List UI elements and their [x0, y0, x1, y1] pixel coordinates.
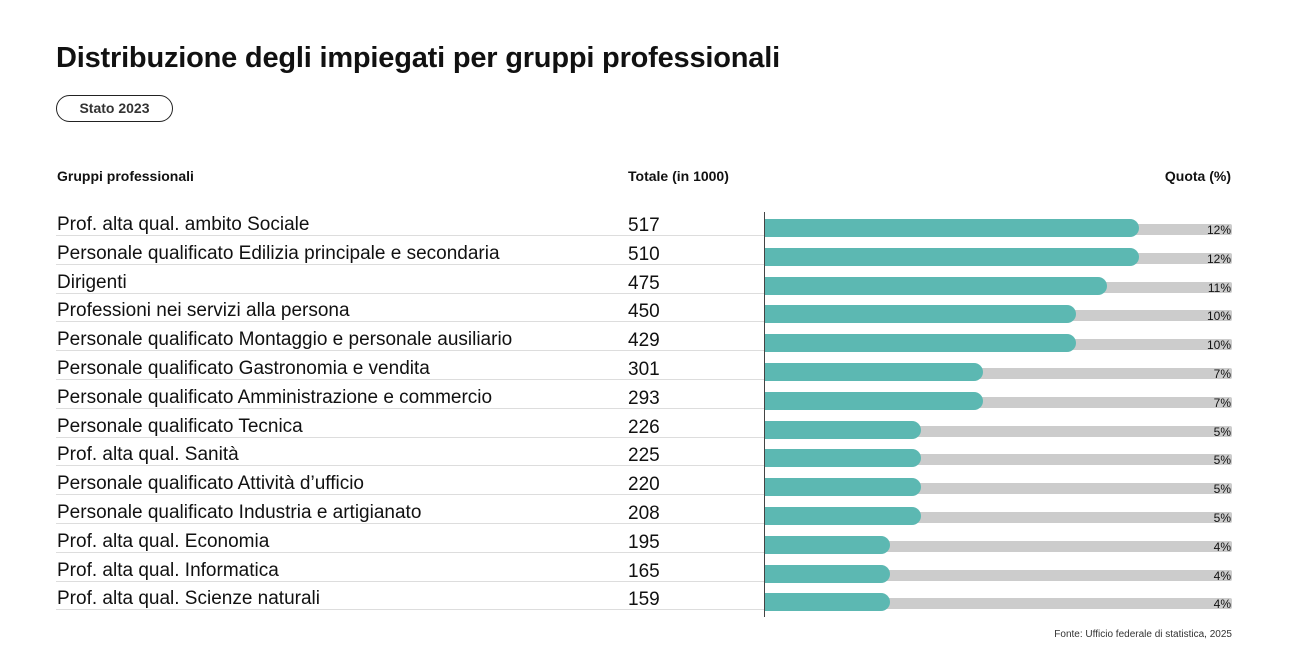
row-divider	[56, 523, 765, 524]
row-divider	[56, 436, 765, 438]
share-bar	[765, 449, 921, 468]
share-label: 12%	[1206, 251, 1231, 266]
total-value: 208	[628, 503, 660, 524]
share-bar	[765, 247, 1139, 266]
share-bar	[765, 507, 921, 525]
share-bar	[765, 334, 1076, 353]
share-label: 10%	[1206, 338, 1231, 353]
total-value: 226	[628, 416, 660, 438]
share-bar	[765, 420, 921, 439]
share-label: 4%	[1213, 568, 1231, 583]
total-value: 165	[628, 560, 660, 582]
share-label: 5%	[1213, 424, 1231, 439]
row-divider	[56, 465, 765, 467]
share-label: 12%	[1206, 223, 1231, 237]
column-header-total: Totale (in 1000)	[628, 168, 729, 184]
row-divider	[56, 407, 765, 409]
category-label: Prof. alta qual. ambito Sociale	[57, 214, 310, 235]
category-label: Prof. alta qual. Scienze naturali	[57, 588, 320, 610]
column-header-share: Quota (%)	[1164, 168, 1231, 184]
share-bar	[765, 593, 890, 612]
category-label: Prof. alta qual. Economia	[57, 530, 270, 552]
year-badge: Stato 2023	[56, 95, 173, 122]
category-label: Prof. alta qual. Informatica	[57, 559, 279, 581]
category-label: Personale qualificato Tecnica	[57, 415, 303, 437]
row-divider	[56, 609, 765, 611]
row-divider	[56, 551, 765, 553]
bar-track	[765, 512, 1232, 523]
total-value: 195	[628, 531, 660, 553]
total-value: 159	[628, 589, 660, 611]
share-label: 4%	[1213, 539, 1231, 554]
bar-track	[765, 396, 1232, 408]
row-divider	[56, 580, 765, 582]
category-label: Personale qualificato Industria e artigi…	[57, 502, 422, 523]
category-label: Prof. alta qual. Sanità	[57, 444, 239, 466]
row-divider	[56, 263, 765, 265]
row-divider	[56, 379, 765, 380]
column-header-group: Gruppi professionali	[57, 168, 194, 184]
bar-track	[765, 483, 1232, 495]
category-label: Personale qualificato Edilizia principal…	[57, 242, 500, 264]
category-label: Personale qualificato Amministrazione e …	[57, 386, 493, 408]
chart-title: Distribuzione degli impiegati per gruppi…	[56, 42, 780, 74]
total-value: 510	[628, 243, 660, 265]
bar-track	[765, 540, 1232, 552]
bar-track	[765, 425, 1232, 437]
row-divider	[56, 494, 765, 496]
share-label: 10%	[1206, 309, 1231, 324]
share-bar	[765, 564, 890, 583]
bar-axis-line	[764, 212, 765, 617]
total-value: 301	[628, 359, 660, 380]
total-value: 293	[628, 387, 660, 409]
bar-track	[765, 454, 1232, 466]
share-bar	[765, 276, 1107, 295]
row-divider	[56, 292, 765, 294]
share-bar	[765, 535, 890, 554]
source-note: Fonte: Ufficio federale di statistica, 2…	[1054, 629, 1232, 640]
share-label: 7%	[1213, 395, 1231, 410]
category-label: Personale qualificato Gastronomia e vend…	[57, 358, 430, 379]
total-value: 475	[628, 272, 660, 294]
category-label: Personale qualificato Montaggio e person…	[57, 329, 513, 351]
total-value: 517	[628, 215, 660, 236]
category-label: Dirigenti	[57, 271, 127, 293]
bar-track	[765, 368, 1232, 379]
share-bar	[765, 478, 921, 497]
share-label: 11%	[1207, 280, 1231, 295]
share-bar	[765, 391, 983, 410]
share-label: 5%	[1213, 511, 1231, 525]
share-label: 5%	[1213, 453, 1231, 468]
total-value: 450	[628, 301, 660, 323]
total-value: 220	[628, 474, 660, 496]
share-bar	[765, 363, 983, 381]
row-divider	[56, 350, 765, 352]
total-value: 225	[628, 445, 660, 467]
share-bar	[765, 305, 1076, 324]
category-label: Professioni nei servizi alla persona	[57, 300, 350, 322]
category-label: Personale qualificato Attività d’ufficio	[57, 473, 364, 495]
total-value: 429	[628, 330, 660, 352]
row-divider	[56, 235, 765, 236]
share-label: 4%	[1213, 597, 1231, 612]
share-label: 7%	[1213, 367, 1231, 381]
bar-track	[765, 598, 1232, 610]
share-label: 5%	[1213, 482, 1231, 497]
row-divider	[56, 321, 765, 323]
share-bar	[765, 219, 1139, 237]
bar-track	[765, 569, 1232, 581]
